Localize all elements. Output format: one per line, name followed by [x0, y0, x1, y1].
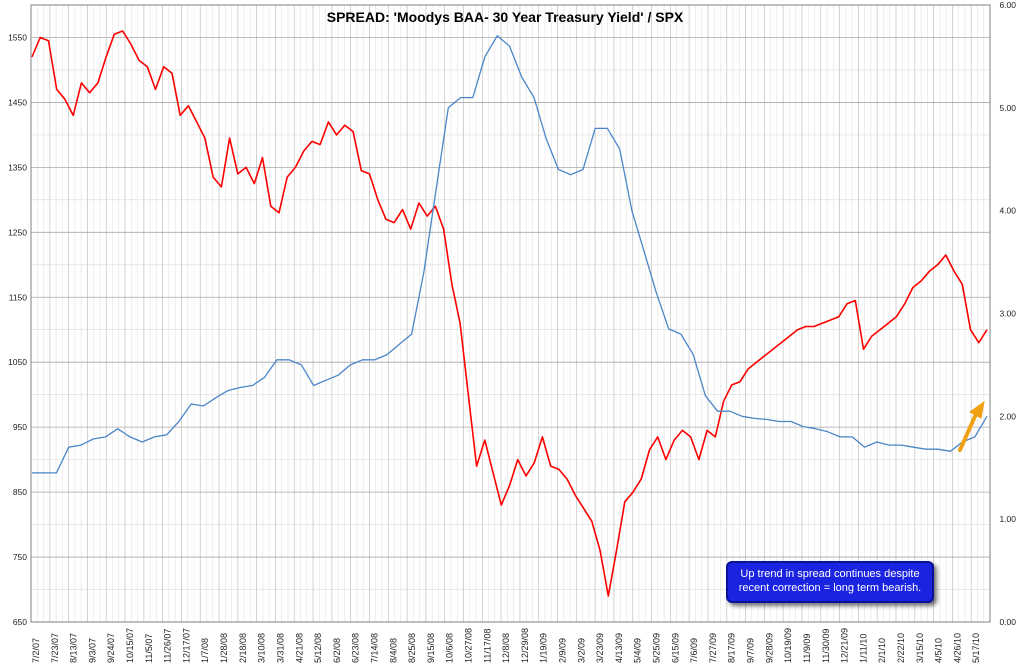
x-tick-label: 9/7/09 — [746, 638, 756, 663]
left-tick-label: 1350 — [8, 162, 27, 172]
x-tick-label: 7/23/07 — [50, 633, 60, 663]
x-tick-label: 3/15/10 — [915, 633, 925, 663]
x-tick-label: 2/1/10 — [877, 638, 887, 663]
left-tick-label: 950 — [13, 422, 27, 432]
x-tick-label: 8/25/08 — [407, 633, 417, 663]
x-tick-label: 10/15/07 — [125, 628, 135, 663]
x-tick-label: 4/21/08 — [294, 633, 304, 663]
x-tick-label: 11/17/08 — [482, 629, 492, 663]
x-tick-label: 12/21/09 — [840, 628, 850, 663]
left-tick-label: 1050 — [8, 357, 27, 367]
x-tick-label: 11/30/09 — [821, 629, 831, 663]
annotation-line-1: Up trend in spread continues despite — [740, 568, 920, 580]
x-tick-label: 6/2/08 — [332, 638, 342, 663]
x-tick-label: 8/13/07 — [69, 633, 79, 663]
left-tick-label: 1450 — [8, 97, 27, 107]
x-tick-label: 7/14/08 — [369, 633, 379, 663]
x-tick-label: 8/4/08 — [388, 638, 398, 663]
x-tick-label: 1/7/08 — [200, 638, 210, 663]
x-tick-label: 4/26/10 — [952, 633, 962, 663]
x-tick-label: 4/13/09 — [614, 633, 624, 663]
right-tick-label: 5.00 — [999, 103, 1016, 113]
x-tick-label: 6/15/09 — [670, 633, 680, 663]
x-tick-label: 10/19/09 — [783, 628, 793, 663]
x-tick-label: 5/12/08 — [313, 633, 323, 663]
x-tick-label: 7/6/09 — [689, 638, 699, 663]
x-tick-label: 5/17/10 — [971, 633, 981, 663]
x-axis: 7/2/07 7/23/07 8/13/07 9/3/07 9/24/07 10/15/0… — [31, 628, 981, 663]
x-tick-label: 1/11/10 — [858, 634, 868, 663]
x-tick-label: 12/8/08 — [501, 633, 511, 663]
x-tick-label: 3/10/08 — [257, 633, 267, 663]
x-tick-label: 6/23/08 — [351, 633, 361, 663]
left-tick-label: 1250 — [8, 227, 27, 237]
left-tick-label: 1550 — [8, 32, 27, 42]
x-tick-label: 3/31/08 — [275, 633, 285, 663]
right-axis: 0.00 1.00 2.00 3.00 4.00 5.00 6.00 — [999, 0, 1016, 627]
plot-area-border — [30, 4, 991, 623]
x-tick-label: 8/17/09 — [727, 633, 737, 663]
x-tick-label: 9/3/07 — [87, 638, 97, 663]
x-tick-label: 7/27/09 — [708, 633, 718, 663]
x-tick-label: 1/28/08 — [219, 633, 229, 663]
x-tick-label: 12/29/08 — [520, 628, 530, 663]
x-tick-label: 5/4/09 — [633, 638, 643, 663]
x-tick-label: 10/6/08 — [445, 633, 455, 663]
x-tick-label: 3/2/09 — [576, 638, 586, 663]
x-tick-label: 9/28/09 — [764, 633, 774, 663]
series-line-blue — [32, 35, 988, 474]
x-tick-label: 4/5/10 — [934, 638, 944, 663]
annotation-box: Up trend in spread continues despite rec… — [726, 561, 934, 603]
right-tick-label: 4.00 — [999, 206, 1016, 216]
x-tick-label: 2/18/08 — [238, 633, 248, 663]
left-axis: 650 750 850 950 1050 1150 1250 1350 1450 1550 — [8, 32, 27, 627]
x-tick-label: 11/5/07 — [144, 634, 154, 663]
x-tick-label: 10/27/08 — [463, 628, 473, 663]
right-tick-label: 3.00 — [999, 309, 1016, 319]
x-tick-label: 5/25/09 — [652, 633, 662, 663]
x-tick-label: 1/19/09 — [539, 633, 549, 663]
x-tick-label: 7/2/07 — [31, 638, 41, 663]
left-tick-label: 650 — [13, 617, 27, 627]
x-tick-label: 11/26/07 — [163, 629, 173, 663]
x-tick-label: 9/15/08 — [426, 633, 436, 663]
x-tick-label: 3/23/09 — [595, 633, 605, 663]
series-group — [31, 30, 988, 597]
x-tick-label: 12/17/07 — [181, 628, 191, 663]
right-tick-label: 6.00 — [999, 0, 1016, 10]
gridlines — [30, 5, 991, 623]
x-tick-label: 2/9/09 — [558, 638, 568, 663]
annotation-line-2: recent correction = long term bearish. — [738, 582, 922, 594]
chart-title: SPREAD: 'Moodys BAA- 30 Year Treasury Yi… — [327, 9, 684, 25]
x-tick-label: 9/24/07 — [106, 633, 116, 663]
left-tick-label: 750 — [13, 552, 27, 562]
arrow-head — [969, 400, 985, 419]
annotation-arrow-icon — [958, 400, 985, 452]
x-tick-label: 2/22/10 — [896, 633, 906, 663]
right-tick-label: 2.00 — [999, 411, 1016, 421]
right-tick-label: 0.00 — [999, 617, 1016, 627]
arrow-shaft — [958, 412, 978, 452]
left-tick-label: 850 — [13, 487, 27, 497]
x-tick-label: 11/9/09 — [802, 634, 812, 663]
right-tick-label: 1.00 — [999, 514, 1016, 524]
series-line-red — [31, 30, 988, 597]
left-tick-label: 1150 — [9, 292, 28, 302]
